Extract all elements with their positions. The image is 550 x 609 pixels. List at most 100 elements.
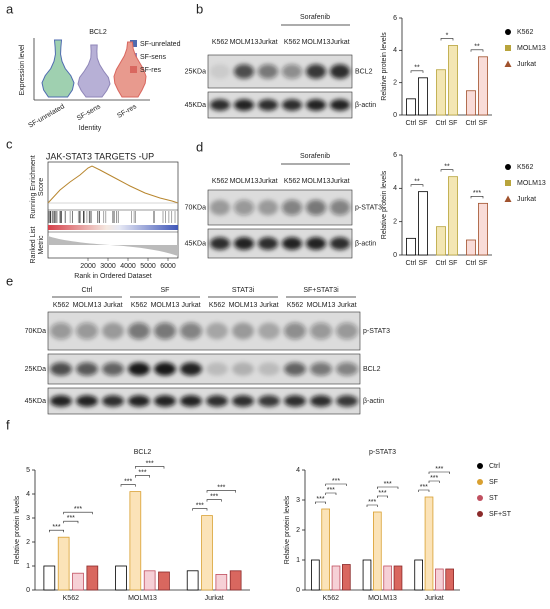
bar: [373, 511, 382, 591]
sig-bracket: [63, 511, 93, 515]
sig-label: **: [414, 65, 420, 72]
blot-band: [329, 237, 351, 250]
sig-bracket: [325, 492, 337, 495]
legend-label: MOLM13: [517, 180, 546, 187]
sig-label: ***: [473, 190, 481, 197]
x-tick-label: SF-unrelated: [27, 103, 66, 129]
bar: [129, 491, 142, 591]
lane-label: MOLM13: [229, 302, 258, 309]
metric-label: Ranked List: [30, 226, 37, 263]
blot-frame: [47, 387, 361, 415]
y-tick-label: 2: [296, 527, 300, 534]
sig-bracket: [418, 489, 430, 492]
treatment-label: Sorafenib: [300, 14, 330, 21]
x-tick-label: Ctrl: [436, 260, 447, 267]
blot-frame: [207, 54, 353, 89]
blot-band: [257, 237, 279, 250]
blot-band: [281, 199, 303, 216]
bar: [478, 202, 488, 256]
blot-band: [284, 395, 306, 407]
legend-marker: [477, 463, 483, 469]
bar: [342, 564, 351, 591]
chart-title: p-STAT3: [369, 449, 396, 456]
bar: [436, 69, 446, 116]
protein-label: β-actin: [355, 102, 376, 109]
panel-label: b: [196, 1, 203, 16]
blot-band: [305, 237, 327, 250]
blot-band: [102, 322, 124, 340]
sig-bracket: [377, 486, 399, 489]
blot-band: [284, 322, 306, 340]
blot-band: [50, 395, 72, 407]
y-tick-label: 0: [296, 587, 300, 594]
blot-band: [305, 64, 327, 79]
sig-label: ***: [67, 515, 75, 522]
sig-bracket: [470, 49, 484, 52]
sig-label: ***: [196, 502, 204, 509]
x-tick-label: 2000: [80, 263, 96, 270]
x-tick-label: SF: [449, 260, 458, 267]
marker-label: 70KDa: [25, 328, 47, 335]
score-label: Running Enrichment: [30, 155, 37, 218]
x-tick-label: SF: [479, 120, 488, 127]
y-tick-label: 4: [296, 467, 300, 474]
blot-band: [305, 99, 327, 111]
y-tick-label: 0: [393, 252, 397, 259]
bar: [311, 559, 320, 591]
blot-band: [232, 322, 254, 340]
lane-label: Jurkat: [330, 39, 349, 46]
marker-label: 70KDa: [185, 204, 207, 211]
legend-label: SF+ST: [489, 511, 512, 518]
blot-band: [209, 199, 231, 216]
legend-label: ST: [489, 495, 499, 502]
blot-frame: [207, 91, 353, 119]
bar: [466, 90, 476, 116]
sig-label: ***: [384, 481, 392, 488]
sig-bracket: [206, 499, 222, 502]
bar: [424, 496, 434, 591]
sig-bracket: [428, 480, 440, 483]
bar: [115, 565, 127, 591]
lane-label: MOLM13: [307, 302, 336, 309]
panel-label: c: [6, 136, 13, 151]
blot-band: [305, 199, 327, 216]
sig-label: ***: [74, 506, 82, 513]
sig-label: ***: [378, 490, 386, 497]
sig-label: **: [414, 179, 420, 186]
blot-band: [258, 362, 280, 376]
bar: [362, 559, 372, 591]
legend-label: MOLM13: [517, 45, 546, 52]
lane-label: K562: [284, 178, 300, 185]
lane-label: K562: [53, 302, 69, 309]
sig-label: ***: [124, 478, 132, 485]
lane-label: K562: [209, 302, 225, 309]
y-tick-label: 3: [26, 515, 30, 522]
lane-label: K562: [212, 178, 228, 185]
x-axis-label: Rank in Ordered Dataset: [74, 273, 151, 280]
sig-label: ***: [430, 475, 438, 482]
blot-band: [310, 322, 332, 340]
violin-title: BCL2: [89, 29, 107, 36]
legend-marker: [477, 479, 483, 485]
legend-marker: [505, 29, 511, 35]
x-tick-label: 3000: [100, 263, 116, 270]
sig-label: *: [446, 32, 449, 39]
blot-band: [154, 362, 176, 376]
y-tick-label: 4: [393, 185, 397, 192]
legend-label: SF-unrelated: [140, 41, 181, 48]
chart-title: BCL2: [134, 449, 152, 456]
blot-band: [154, 322, 176, 340]
sig-label: ***: [368, 499, 376, 506]
sig-bracket: [49, 529, 64, 533]
blot-band: [209, 99, 231, 111]
lane-label: K562: [131, 302, 147, 309]
y-tick-label: 4: [26, 491, 30, 498]
marker-label: 25KDa: [25, 366, 47, 373]
bar: [383, 565, 392, 591]
sig-bracket: [377, 495, 388, 498]
y-axis-label: Relative protein levels: [284, 495, 291, 564]
lane-label: MOLM13: [302, 39, 331, 46]
blot-band: [206, 395, 228, 407]
x-tick-label: Ctrl: [406, 120, 417, 127]
group-label: Ctrl: [82, 287, 93, 294]
